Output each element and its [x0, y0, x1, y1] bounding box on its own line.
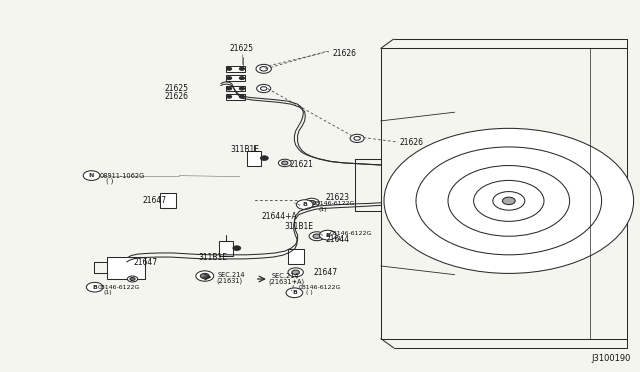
Circle shape	[308, 201, 316, 205]
Text: 21626: 21626	[165, 92, 189, 101]
Text: 08146-6122G: 08146-6122G	[97, 285, 140, 290]
Circle shape	[292, 270, 300, 275]
Text: 311B1E: 311B1E	[285, 222, 314, 231]
Circle shape	[448, 166, 570, 236]
Text: 21625: 21625	[230, 44, 254, 53]
Text: B: B	[292, 290, 297, 295]
Circle shape	[257, 84, 271, 93]
Circle shape	[260, 87, 267, 90]
Circle shape	[313, 234, 321, 238]
Circle shape	[239, 77, 244, 80]
Text: 21644: 21644	[325, 235, 349, 244]
Text: ( ): ( )	[306, 290, 313, 295]
Text: 21625: 21625	[165, 84, 189, 93]
Circle shape	[227, 87, 232, 90]
Text: SEC.214: SEC.214	[272, 273, 300, 279]
Circle shape	[282, 161, 288, 165]
Circle shape	[227, 67, 232, 70]
Text: ( ): ( )	[106, 178, 113, 185]
Text: 311B1E: 311B1E	[230, 145, 259, 154]
FancyBboxPatch shape	[226, 86, 245, 92]
Circle shape	[260, 67, 268, 71]
Text: (1): (1)	[104, 290, 112, 295]
Circle shape	[278, 159, 291, 167]
Circle shape	[350, 134, 364, 142]
Text: B: B	[302, 202, 307, 207]
Circle shape	[309, 232, 324, 241]
Text: B: B	[92, 285, 97, 290]
Bar	[107, 257, 145, 279]
Bar	[288, 249, 304, 264]
Text: N: N	[89, 173, 94, 178]
Circle shape	[127, 276, 138, 282]
Text: (21631): (21631)	[216, 278, 243, 284]
Circle shape	[384, 128, 634, 273]
Text: 21621: 21621	[290, 160, 314, 169]
Text: 08911-1062G: 08911-1062G	[99, 173, 145, 179]
Circle shape	[260, 156, 268, 160]
Text: SEC.214: SEC.214	[218, 272, 245, 278]
Bar	[247, 151, 261, 166]
Circle shape	[319, 230, 336, 240]
Text: 08146-6122G: 08146-6122G	[330, 231, 372, 236]
Circle shape	[239, 87, 244, 90]
Circle shape	[296, 200, 313, 209]
Text: 311B1E: 311B1E	[198, 253, 227, 262]
Text: (1): (1)	[319, 206, 327, 212]
Circle shape	[474, 180, 544, 221]
Circle shape	[239, 67, 244, 70]
Circle shape	[86, 282, 103, 292]
Circle shape	[200, 273, 209, 279]
Text: 21626: 21626	[333, 49, 357, 58]
Text: 21647: 21647	[314, 268, 338, 277]
Text: 21623: 21623	[325, 193, 349, 202]
Bar	[160, 193, 177, 208]
Text: (1): (1)	[336, 236, 344, 241]
Text: 08146-6122G: 08146-6122G	[299, 285, 341, 290]
Circle shape	[354, 137, 360, 140]
FancyBboxPatch shape	[226, 66, 245, 72]
Bar	[219, 241, 233, 256]
Circle shape	[304, 198, 319, 207]
Text: J3100190: J3100190	[591, 354, 630, 363]
Circle shape	[416, 147, 602, 255]
Text: 21647: 21647	[142, 196, 166, 205]
Circle shape	[227, 95, 232, 98]
FancyBboxPatch shape	[226, 75, 245, 81]
Circle shape	[256, 64, 271, 73]
Text: (21631+A): (21631+A)	[269, 279, 305, 285]
Circle shape	[196, 271, 214, 281]
Text: 21626: 21626	[400, 138, 424, 147]
Circle shape	[288, 268, 303, 277]
Circle shape	[286, 288, 303, 298]
FancyBboxPatch shape	[226, 94, 245, 100]
Text: 21647: 21647	[134, 258, 158, 267]
Circle shape	[502, 197, 515, 205]
Circle shape	[130, 278, 135, 280]
Text: B: B	[325, 232, 330, 238]
Circle shape	[239, 95, 244, 98]
Circle shape	[233, 246, 241, 250]
Text: 21644+A: 21644+A	[261, 212, 297, 221]
Text: 08146-6122G: 08146-6122G	[312, 201, 355, 206]
Circle shape	[83, 171, 100, 180]
Circle shape	[227, 77, 232, 80]
Circle shape	[493, 192, 525, 210]
